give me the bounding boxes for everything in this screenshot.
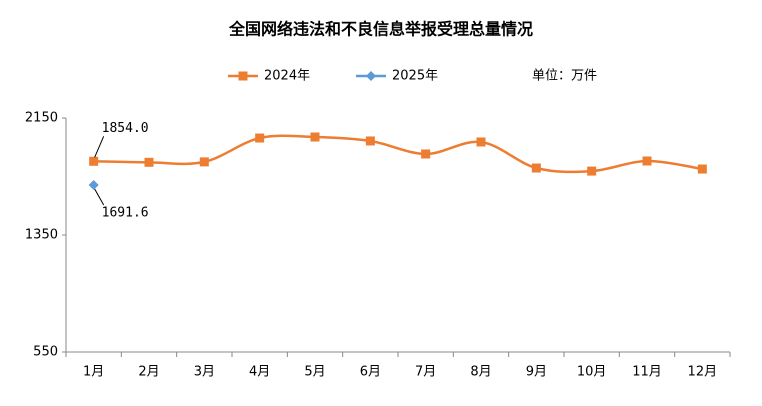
marker bbox=[199, 157, 209, 167]
marker bbox=[88, 180, 99, 191]
x-tick-label: 4月 bbox=[249, 365, 270, 380]
marker bbox=[238, 71, 248, 81]
y-tick-label: 1350 bbox=[25, 228, 58, 243]
x-tick-label: 2月 bbox=[138, 365, 159, 380]
marker bbox=[144, 157, 154, 167]
marker bbox=[476, 137, 486, 147]
marker bbox=[255, 133, 265, 143]
series-line bbox=[93, 134, 703, 174]
marker bbox=[89, 156, 99, 166]
x-tick-label: 8月 bbox=[470, 365, 491, 380]
label-leader bbox=[94, 188, 105, 206]
y-tick-label: 550 bbox=[33, 345, 58, 360]
marker bbox=[310, 132, 320, 142]
legend-label: 2024年 bbox=[264, 69, 310, 84]
x-tick-label: 6月 bbox=[360, 365, 381, 380]
x-tick-label: 7月 bbox=[415, 365, 436, 380]
x-tick-label: 11月 bbox=[632, 365, 662, 380]
marker bbox=[366, 71, 376, 81]
x-tick-label: 3月 bbox=[194, 365, 215, 380]
x-tick-label: 9月 bbox=[526, 365, 547, 380]
marker bbox=[365, 136, 375, 146]
chart-title: 全国网络违法和不良信息举报受理总量情况 bbox=[228, 20, 533, 39]
x-tick-label: 10月 bbox=[577, 365, 607, 380]
label-leader bbox=[94, 136, 105, 158]
marker bbox=[642, 156, 652, 166]
x-tick-label: 12月 bbox=[688, 365, 718, 380]
unit-annotation: 单位：万件 bbox=[532, 69, 597, 84]
marker bbox=[421, 149, 431, 159]
legend-label: 2025年 bbox=[392, 69, 438, 84]
marker bbox=[531, 163, 541, 173]
data-label: 1691.6 bbox=[102, 206, 149, 221]
x-tick-label: 5月 bbox=[304, 365, 325, 380]
x-tick-label: 1月 bbox=[83, 365, 104, 380]
marker bbox=[587, 166, 597, 176]
y-tick-label: 2150 bbox=[25, 111, 58, 126]
marker bbox=[697, 164, 707, 174]
data-label: 1854.0 bbox=[102, 121, 149, 136]
